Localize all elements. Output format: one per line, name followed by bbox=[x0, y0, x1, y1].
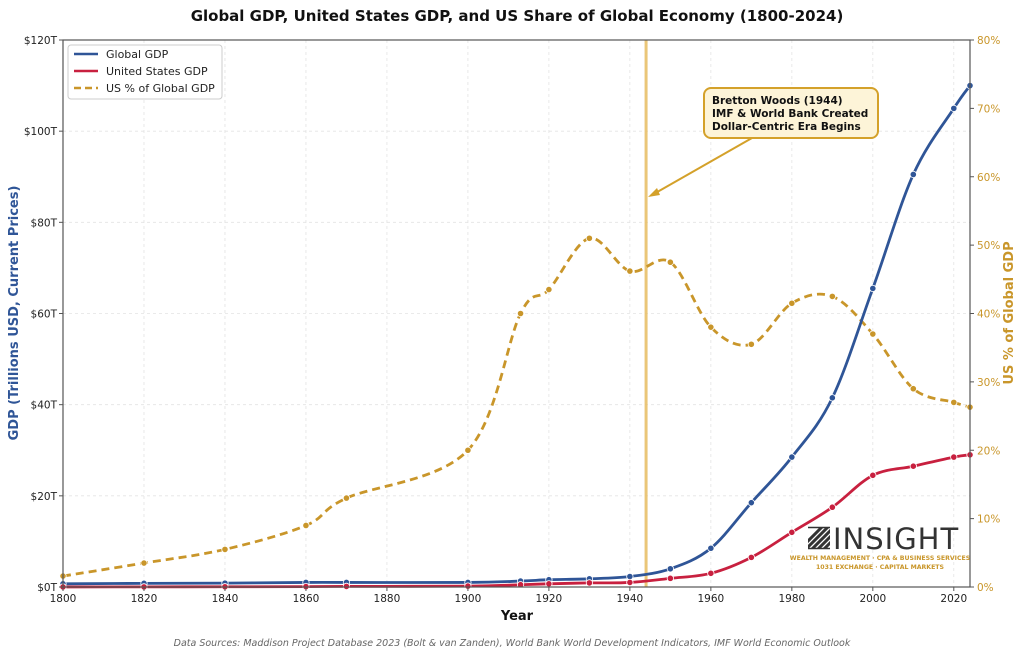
series-line-us-share bbox=[62, 236, 971, 578]
data-point-us-gdp bbox=[626, 578, 634, 587]
data-point-global-gdp bbox=[788, 453, 796, 461]
y-right-tick-label: 60% bbox=[977, 172, 1000, 184]
y-right-tick-label: 0% bbox=[977, 582, 994, 594]
annotation-box bbox=[703, 87, 879, 139]
y-right-tick-label: 40% bbox=[977, 309, 1000, 321]
x-tick-label: 1820 bbox=[131, 593, 158, 605]
logo-stripes-icon bbox=[808, 526, 830, 550]
annotation-line-2: IMF & World Bank Created bbox=[712, 108, 868, 120]
annotation-line-1: Bretton Woods (1944) bbox=[712, 95, 843, 107]
logo-tagline-1: WEALTH MANAGEMENT · CPA & BUSINESS SERVI… bbox=[790, 555, 970, 562]
data-point-us-share bbox=[666, 258, 674, 266]
x-tick-label: 1900 bbox=[455, 593, 482, 605]
y-right-tick-label: 50% bbox=[977, 240, 1000, 252]
x-tick-label: 1800 bbox=[50, 593, 77, 605]
x-axis-label: Year bbox=[500, 609, 534, 624]
logo-tagline-2: 1031 EXCHANGE · CAPITAL MARKETS bbox=[816, 564, 944, 571]
legend: Global GDP United States GDP US % of Glo… bbox=[67, 44, 223, 100]
series-global-gdp bbox=[59, 81, 974, 588]
data-point-us-gdp bbox=[545, 580, 553, 588]
data-point-global-gdp bbox=[909, 170, 917, 179]
data-point-global-gdp bbox=[828, 394, 836, 402]
data-point-us-share bbox=[747, 340, 755, 348]
data-point-us-share bbox=[545, 285, 553, 294]
data-point-us-gdp bbox=[516, 581, 525, 589]
y-axis-right: 0% 10% 20% 30% 40% 50% 60% 70% 80% bbox=[970, 35, 1000, 594]
y-tick-label: $60T bbox=[31, 309, 58, 321]
series-layer bbox=[59, 81, 974, 591]
data-point-us-gdp bbox=[950, 453, 958, 461]
annotation-arrow bbox=[651, 137, 753, 196]
data-point-us-share bbox=[828, 292, 836, 301]
data-point-us-share bbox=[909, 385, 917, 393]
annotation-line-3: Dollar-Centric Era Begins bbox=[712, 121, 861, 133]
x-tick-label: 2000 bbox=[859, 593, 886, 605]
data-point-us-share bbox=[788, 299, 796, 307]
x-tick-label: 1920 bbox=[536, 593, 563, 605]
data-point-us-gdp bbox=[747, 553, 755, 561]
y-tick-label: $80T bbox=[31, 217, 58, 229]
data-point-us-share bbox=[707, 323, 715, 331]
data-point-us-share bbox=[585, 234, 593, 242]
legend-label-us-share: US % of Global GDP bbox=[106, 82, 215, 95]
data-point-global-gdp bbox=[626, 572, 634, 581]
x-tick-label: 1880 bbox=[374, 593, 401, 605]
logo-wordmark: INSIGHT bbox=[833, 522, 959, 556]
data-point-global-gdp bbox=[869, 284, 877, 293]
data-point-us-share bbox=[342, 494, 351, 502]
x-tick-label: 1940 bbox=[617, 593, 644, 605]
x-axis: 1800 1820 1840 1860 1880 1900 1920 1940 1960 1980… bbox=[50, 587, 967, 605]
series-us-share bbox=[59, 234, 974, 580]
y-axis-right-label: US % of Global GDP bbox=[1002, 241, 1017, 384]
data-source-note: Data Sources: Maddison Project Database … bbox=[174, 638, 851, 649]
y-tick-label: $120T bbox=[24, 35, 58, 47]
y-right-tick-label: 20% bbox=[977, 445, 1000, 457]
legend-box bbox=[67, 44, 223, 100]
data-point-us-share bbox=[626, 267, 634, 275]
y-right-tick-label: 70% bbox=[977, 103, 1000, 115]
data-point-global-gdp bbox=[707, 544, 715, 552]
insight-logo: INSIGHT WEALTH MANAGEMENT · CPA & BUSINE… bbox=[790, 522, 970, 571]
legend-label-us-gdp: United States GDP bbox=[106, 65, 208, 78]
data-point-us-gdp bbox=[869, 471, 877, 479]
data-point-us-share bbox=[869, 330, 877, 338]
x-tick-label: 1840 bbox=[212, 593, 239, 605]
annotation-callout: Bretton Woods (1944) IMF & World Bank Cr… bbox=[648, 87, 879, 197]
legend-label-global-gdp: Global GDP bbox=[106, 48, 169, 61]
data-point-us-share bbox=[950, 398, 958, 406]
data-point-global-gdp bbox=[666, 565, 674, 573]
chart-title: Global GDP, United States GDP, and US Sh… bbox=[191, 7, 844, 25]
data-point-us-gdp bbox=[788, 528, 796, 536]
data-point-us-share bbox=[302, 521, 310, 530]
data-point-us-share bbox=[516, 309, 525, 318]
annotation-arrowhead bbox=[648, 188, 660, 197]
data-point-us-gdp bbox=[666, 574, 674, 582]
data-point-us-gdp bbox=[828, 503, 836, 511]
y-axis-left: $0T $20T $40T $60T $80T $100T $120T bbox=[24, 35, 63, 594]
x-tick-label: 1960 bbox=[697, 593, 724, 605]
x-tick-label: 1980 bbox=[778, 593, 805, 605]
data-point-us-gdp bbox=[585, 579, 593, 587]
y-right-tick-label: 10% bbox=[977, 514, 1000, 526]
y-right-tick-label: 30% bbox=[977, 377, 1000, 389]
data-point-us-share bbox=[464, 446, 472, 454]
x-tick-label: 1860 bbox=[293, 593, 320, 605]
data-point-us-share bbox=[221, 545, 229, 553]
data-point-us-gdp bbox=[707, 569, 715, 577]
x-tick-label: 2020 bbox=[940, 593, 967, 605]
data-point-us-gdp bbox=[909, 462, 917, 470]
data-point-global-gdp bbox=[950, 104, 958, 112]
y-tick-label: $100T bbox=[24, 126, 58, 138]
y-tick-label: $40T bbox=[31, 400, 58, 412]
y-tick-label: $0T bbox=[37, 582, 57, 594]
data-point-global-gdp bbox=[747, 499, 755, 507]
y-right-tick-label: 80% bbox=[977, 35, 1000, 47]
data-point-us-share bbox=[140, 559, 148, 567]
y-tick-label: $20T bbox=[31, 491, 58, 503]
y-axis-left-label: GDP (Trillions USD, Current Prices) bbox=[7, 186, 22, 441]
